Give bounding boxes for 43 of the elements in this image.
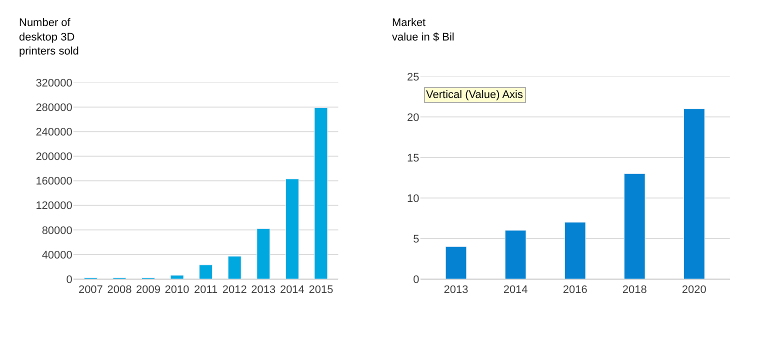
bar (256, 228, 270, 280)
y-tick-label: 0 (66, 274, 72, 286)
y-tick-label: 15 (407, 152, 420, 164)
x-tick-label: 2013 (444, 284, 468, 296)
y-tick-label: 10 (407, 192, 420, 205)
y-tick-label: 200000 (36, 151, 72, 164)
x-tick-label: 2013 (251, 284, 276, 296)
bar (228, 256, 242, 280)
chart-title: Number of desktop 3D printers sold (19, 17, 79, 58)
y-tick-label: 20 (407, 112, 420, 124)
y-tick-label: 160000 (36, 176, 72, 188)
x-tick-label: 2009 (136, 284, 160, 296)
x-tick-label: 2010 (164, 284, 190, 296)
y-tick-label: 80000 (42, 224, 72, 237)
y-tick-label: 5 (413, 233, 420, 246)
y-tick-label: 120000 (36, 200, 72, 212)
y-tick-label: 25 (407, 71, 420, 84)
x-tick-label: 2012 (222, 284, 247, 296)
y-tick-label: 0 (413, 274, 420, 286)
y-tick-label: 40000 (42, 249, 72, 262)
bar (199, 264, 213, 280)
bar (314, 107, 328, 280)
annotation: Vertical (Value) Axis (426, 89, 524, 101)
bar (285, 178, 299, 280)
bar (684, 108, 705, 280)
x-tick-label: 2015 (308, 284, 334, 296)
x-tick-label: 2018 (622, 284, 647, 296)
x-tick-label: 2014 (503, 284, 528, 296)
x-tick-label: 2008 (107, 284, 132, 296)
y-tick-label: 280000 (36, 102, 72, 114)
x-tick-label: 2011 (194, 284, 218, 296)
x-tick-label: 2020 (682, 284, 706, 296)
bar (624, 173, 646, 280)
bar (564, 222, 586, 280)
bar (170, 275, 184, 280)
x-tick-label: 2007 (78, 284, 103, 296)
bar (504, 230, 526, 280)
x-tick-label: 2014 (280, 284, 304, 296)
x-tick-label: 2016 (562, 284, 588, 296)
chart-title: Market value in $ Bil (392, 17, 454, 44)
y-tick-label: 320000 (36, 77, 72, 90)
bar (445, 246, 467, 280)
y-tick-label: 240000 (36, 126, 72, 139)
